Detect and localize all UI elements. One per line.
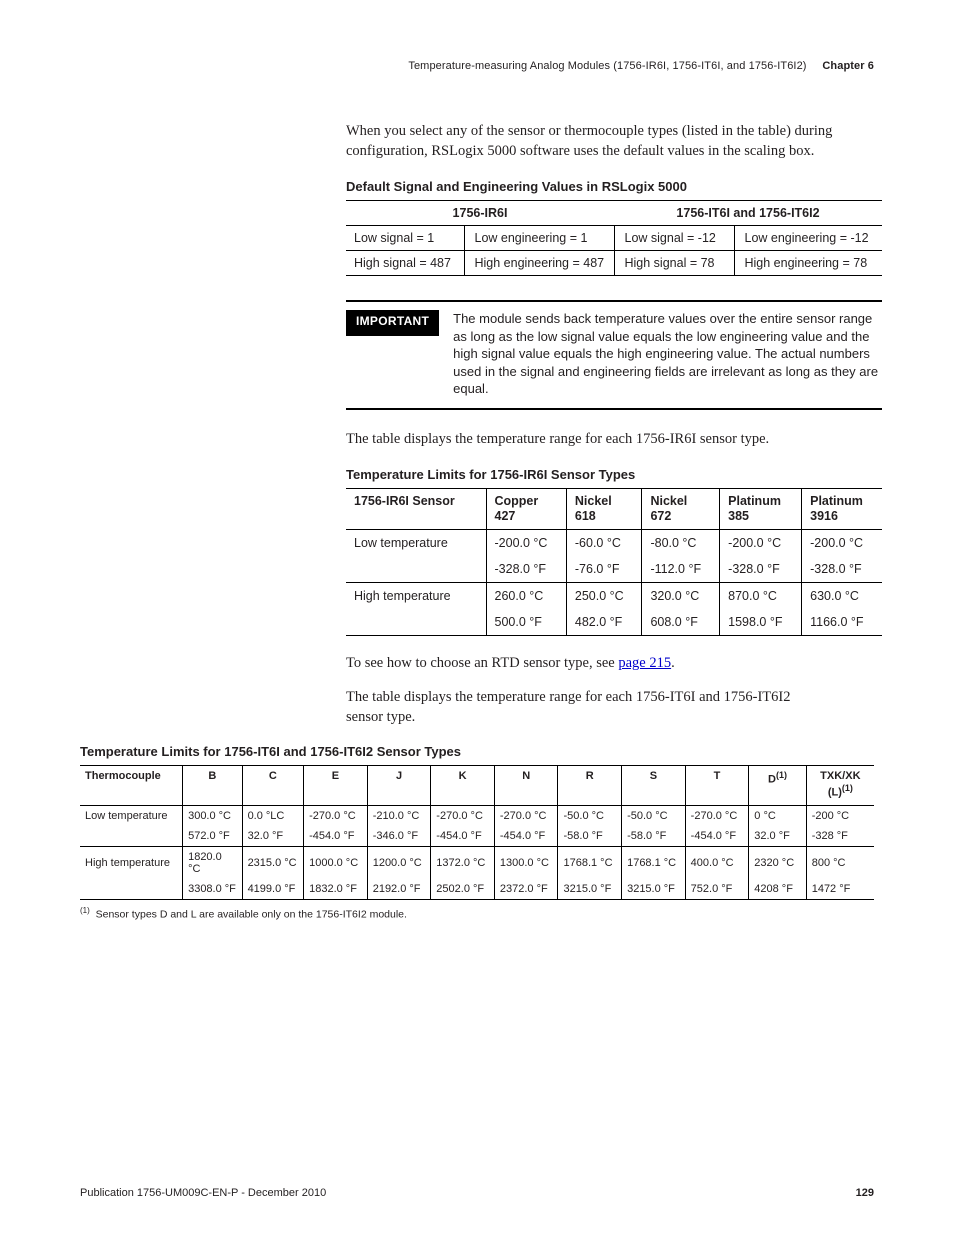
t2-r0-c4: -200.0 °C	[802, 530, 882, 557]
t2-h0: 1756-IR6I Sensor	[346, 489, 486, 530]
rtd-pre: To see how to choose an RTD sensor type,…	[346, 655, 618, 671]
t2-r1-c1: 250.0 °C	[566, 583, 642, 610]
page-footer: Publication 1756-UM009C-EN-P - December …	[80, 1187, 874, 1199]
t1-r2-d: High engineering = 78	[734, 251, 882, 276]
page-215-link[interactable]: page 215	[618, 655, 671, 671]
publication-id: Publication 1756-UM009C-EN-P - December …	[80, 1187, 326, 1199]
t2-r0-f1: -76.0 °F	[566, 556, 642, 583]
it6i-paragraph: The table displays the temperature range…	[346, 688, 806, 727]
table2-caption: Temperature Limits for 1756-IR6I Sensor …	[346, 467, 874, 482]
t2-r0-f3: -328.0 °F	[720, 556, 802, 583]
t2-r0-c1: -60.0 °C	[566, 530, 642, 557]
t2-h2: Nickel618	[566, 489, 642, 530]
t3-r0-label: Low temperature	[80, 805, 183, 826]
t1-r2-a: High signal = 487	[346, 251, 464, 276]
t2-r1-label: High temperature	[346, 583, 486, 610]
t2-h3: Nickel672	[642, 489, 720, 530]
t3-h3: E	[304, 765, 368, 805]
t1-r1-a: Low signal = 1	[346, 226, 464, 251]
t2-r1-f1: 482.0 °F	[566, 609, 642, 636]
table-thermocouple-limits: Thermocouple B C E J K N R S T D(1) TXK/…	[80, 765, 874, 900]
t3-h6: N	[494, 765, 558, 805]
t1-head-left: 1756-IR6I	[346, 201, 614, 226]
t2-r1-c4: 630.0 °C	[802, 583, 882, 610]
t3-r1-label: High temperature	[80, 846, 183, 879]
t1-r1-d: Low engineering = -12	[734, 226, 882, 251]
t2-r1-c3: 870.0 °C	[720, 583, 802, 610]
table-ir6i-limits: 1756-IR6I Sensor Copper427 Nickel618 Nic…	[346, 488, 882, 636]
t2-r1-f2: 608.0 °F	[642, 609, 720, 636]
running-head: Temperature-measuring Analog Modules (17…	[80, 60, 874, 72]
t2-r0-c3: -200.0 °C	[720, 530, 802, 557]
t2-r0-label: Low temperature	[346, 530, 486, 557]
t3-h11: TXK/XK(L)(1)	[806, 765, 874, 805]
table3-footnote: (1) Sensor types D and L are available o…	[80, 906, 874, 921]
intro-paragraph: When you select any of the sensor or the…	[346, 122, 874, 161]
table3-caption: Temperature Limits for 1756-IT6I and 175…	[80, 744, 874, 759]
t3-h7: R	[558, 765, 622, 805]
t2-r0-f4: -328.0 °F	[802, 556, 882, 583]
rtd-sentence: To see how to choose an RTD sensor type,…	[346, 654, 874, 674]
t3-h8: S	[622, 765, 686, 805]
t1-r1-c: Low signal = -12	[614, 226, 734, 251]
page-number: 129	[856, 1187, 874, 1199]
t2-r1-f3: 1598.0 °F	[720, 609, 802, 636]
after-important-paragraph: The table displays the temperature range…	[346, 430, 874, 450]
t2-r1-f4: 1166.0 °F	[802, 609, 882, 636]
t2-h1: Copper427	[486, 489, 566, 530]
t2-r0-c0: -200.0 °C	[486, 530, 566, 557]
rtd-post: .	[671, 655, 675, 671]
t1-r1-b: Low engineering = 1	[464, 226, 614, 251]
t2-r0-c2: -80.0 °C	[642, 530, 720, 557]
t1-r2-b: High engineering = 487	[464, 251, 614, 276]
t3-h9: T	[685, 765, 749, 805]
running-head-chapter: Chapter 6	[822, 60, 874, 72]
t3-h2: C	[242, 765, 304, 805]
t2-r0-f2: -112.0 °F	[642, 556, 720, 583]
table-signal-values: 1756-IR6I 1756-IT6I and 1756-IT6I2 Low s…	[346, 200, 882, 276]
t3-h0: Thermocouple	[80, 765, 183, 805]
t3-h5: K	[431, 765, 495, 805]
t2-r1-c2: 320.0 °C	[642, 583, 720, 610]
t2-r0-f0: -328.0 °F	[486, 556, 566, 583]
t3-h1: B	[183, 765, 242, 805]
t2-r1-f0: 500.0 °F	[486, 609, 566, 636]
t1-head-right: 1756-IT6I and 1756-IT6I2	[614, 201, 882, 226]
important-badge: IMPORTANT	[346, 310, 439, 336]
running-head-text: Temperature-measuring Analog Modules (17…	[408, 60, 806, 72]
t2-h5: Platinum3916	[802, 489, 882, 530]
important-text: The module sends back temperature values…	[453, 310, 882, 398]
table1-caption: Default Signal and Engineering Values in…	[346, 179, 874, 194]
t1-r2-c: High signal = 78	[614, 251, 734, 276]
t2-h4: Platinum385	[720, 489, 802, 530]
t3-h10: D(1)	[749, 765, 806, 805]
t3-h4: J	[367, 765, 431, 805]
t2-r1-c0: 260.0 °C	[486, 583, 566, 610]
important-block: IMPORTANT The module sends back temperat…	[346, 300, 882, 410]
